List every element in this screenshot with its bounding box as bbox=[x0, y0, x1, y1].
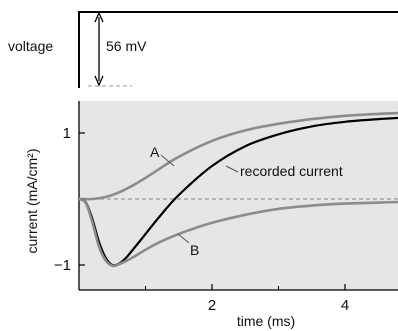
series-line-b bbox=[77, 197, 398, 268]
y-tick-label: 1 bbox=[63, 125, 71, 142]
y-tick-label: −1 bbox=[54, 257, 71, 274]
voltage-arrow-head-bottom bbox=[94, 75, 104, 87]
series-line-a bbox=[77, 111, 398, 201]
series-label-a: A bbox=[150, 144, 160, 160]
voltage-annotation: 56 mV bbox=[106, 38, 147, 54]
voltage-arrow-head-top bbox=[94, 11, 104, 23]
x-tick-label: 2 bbox=[208, 297, 216, 314]
voltage-label: voltage bbox=[8, 38, 53, 54]
voltage-step-trace bbox=[78, 11, 398, 88]
series-label-recorded: recorded current bbox=[240, 163, 343, 179]
x-axis-title: time (ms) bbox=[237, 313, 295, 329]
current-panel: 2 4 1 −1 A recorded current B time (ms) cur… bbox=[24, 101, 398, 329]
voltage-panel: voltage 56 mV bbox=[8, 11, 398, 88]
series-label-b: B bbox=[190, 242, 199, 258]
leader-a bbox=[160, 154, 175, 167]
series-layer bbox=[77, 111, 398, 268]
leader-b bbox=[177, 233, 190, 244]
axis-ticks: 2 4 1 −1 bbox=[54, 125, 349, 314]
y-axis-title: current (mA/cm²) bbox=[24, 149, 40, 254]
series-line-recorded-current bbox=[77, 116, 398, 267]
leader-recorded bbox=[225, 165, 239, 173]
x-tick-label: 4 bbox=[341, 297, 349, 314]
